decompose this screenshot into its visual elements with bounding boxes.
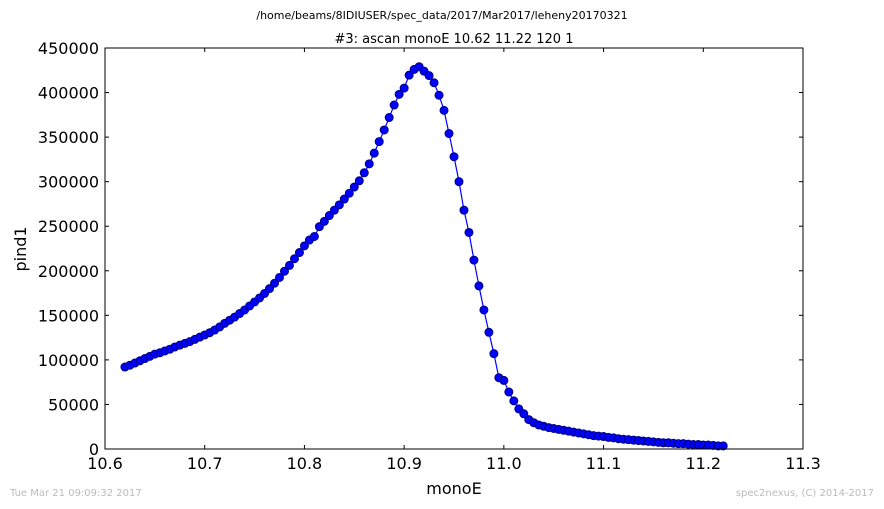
data-point (359, 168, 369, 178)
chart-title: #3: ascan monoE 10.62 11.22 120 1 (335, 32, 574, 47)
data-point (344, 188, 354, 198)
data-point (399, 83, 409, 93)
data-point (319, 216, 329, 226)
y-tick-label: 350000 (38, 128, 99, 147)
data-point (389, 100, 399, 110)
data-point (434, 90, 444, 100)
data-point (469, 255, 479, 265)
data-point (474, 281, 484, 291)
data-point (394, 89, 404, 99)
data-point (354, 176, 364, 186)
data-point (284, 260, 294, 270)
data-point (429, 78, 439, 88)
plot-area (120, 62, 728, 451)
series-line (124, 65, 724, 447)
y-tick-label: 300000 (38, 173, 99, 192)
data-point (279, 266, 289, 276)
data-point (379, 125, 389, 135)
data-point (339, 194, 349, 204)
data-point (454, 177, 464, 187)
x-tick-label: 11.2 (685, 454, 721, 473)
x-axis: 10.6 10.7 10.8 10.9 11.0 11.1 11.2 11.3 (87, 48, 821, 473)
data-point (499, 375, 509, 385)
y-tick-label: 0 (89, 440, 99, 459)
data-point (334, 200, 344, 210)
y-axis: 0 50000 100000 150000 200000 250000 300000 3500… (38, 39, 803, 459)
y-tick-label: 450000 (38, 39, 99, 58)
data-point (374, 137, 384, 147)
data-point (449, 152, 459, 162)
x-tick-label: 10.8 (287, 454, 323, 473)
y-axis-label: pind1 (11, 226, 30, 271)
data-point (404, 70, 414, 80)
data-point (459, 205, 469, 215)
data-point (489, 349, 499, 359)
x-tick-label: 10.7 (187, 454, 223, 473)
data-point (479, 305, 489, 315)
data-point (484, 327, 494, 337)
data-point (275, 272, 284, 282)
data-point (424, 71, 434, 81)
data-point (369, 148, 379, 158)
data-point (439, 105, 449, 115)
data-point (384, 113, 394, 123)
data-point (504, 387, 514, 397)
y-tick-label: 100000 (38, 351, 99, 370)
data-point (444, 129, 454, 139)
timestamp-text: Tue Mar 21 09:09:32 2017 (10, 488, 142, 499)
data-point (364, 159, 374, 169)
y-tick-label: 200000 (38, 262, 99, 281)
x-tick-label: 11.1 (586, 454, 622, 473)
x-tick-label: 11.0 (486, 454, 522, 473)
data-point (349, 182, 359, 192)
x-tick-label: 11.3 (785, 454, 821, 473)
data-point (718, 441, 728, 451)
figure-suptitle: /home/beams/8IDIUSER/spec_data/2017/Mar2… (256, 9, 628, 22)
data-point (309, 231, 319, 241)
y-tick-label: 400000 (38, 84, 99, 103)
x-tick-label: 10.6 (87, 454, 123, 473)
data-point (289, 254, 299, 264)
plot-frame (104, 47, 804, 450)
data-point (270, 278, 280, 288)
data-point (299, 241, 309, 251)
y-tick-label: 50000 (48, 395, 99, 414)
x-tick-label: 10.9 (386, 454, 422, 473)
y-tick-label: 250000 (38, 217, 99, 236)
credit-text: spec2nexus, (C) 2014-2017 (735, 488, 874, 499)
y-tick-label: 150000 (38, 306, 99, 325)
data-point (509, 396, 519, 406)
data-point (519, 409, 529, 419)
x-axis-label: monoE (426, 479, 481, 498)
data-point (294, 248, 304, 258)
data-point (464, 227, 474, 237)
